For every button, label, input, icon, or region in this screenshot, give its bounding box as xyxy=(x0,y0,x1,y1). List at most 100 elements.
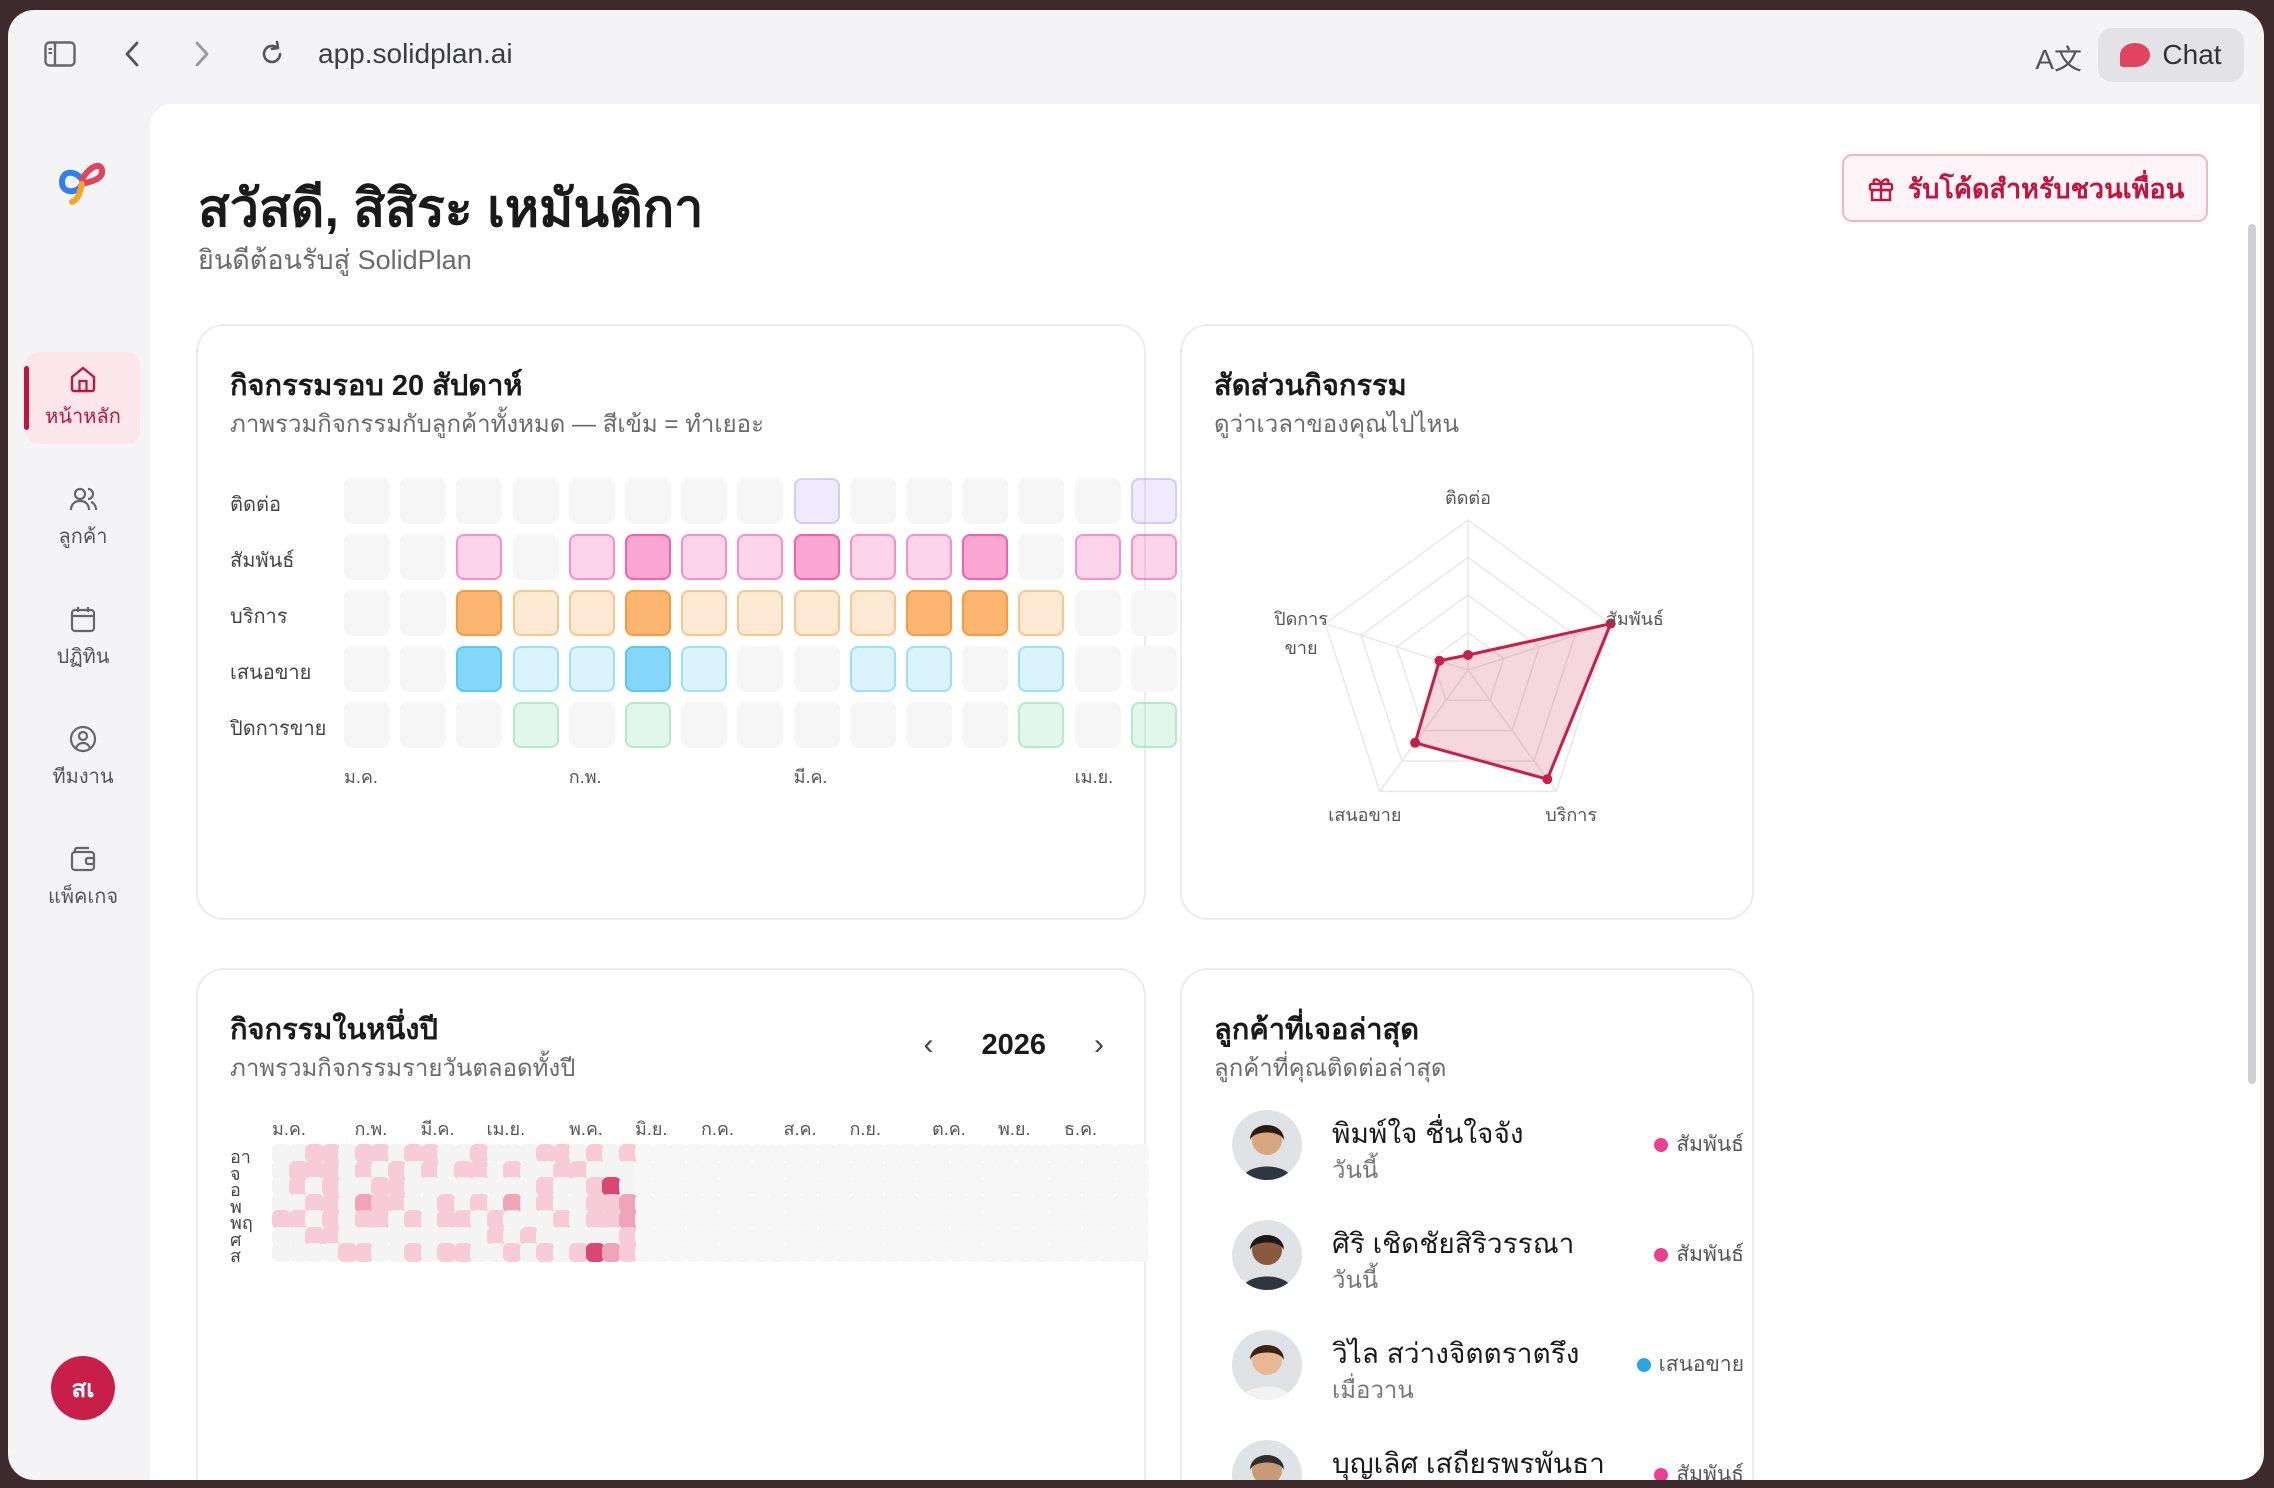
heatmap-cell[interactable] xyxy=(456,646,503,692)
year-heatmap-cell[interactable] xyxy=(800,1243,819,1262)
year-heatmap-cell[interactable] xyxy=(470,1160,489,1180)
year-heatmap-cell[interactable] xyxy=(965,1193,984,1213)
year-heatmap-cell[interactable] xyxy=(618,1160,638,1180)
year-heatmap-cell[interactable] xyxy=(453,1144,473,1163)
year-heatmap-cell[interactable] xyxy=(965,1160,984,1180)
year-heatmap-cell[interactable] xyxy=(486,1177,506,1196)
year-heatmap-cell[interactable] xyxy=(354,1226,374,1246)
heatmap-cell[interactable] xyxy=(793,702,840,748)
year-heatmap-cell[interactable] xyxy=(849,1177,869,1196)
year-heatmap-cell[interactable] xyxy=(321,1193,341,1213)
year-heatmap-cell[interactable] xyxy=(833,1210,852,1229)
heatmap-cell[interactable] xyxy=(849,478,896,524)
year-heatmap-cell[interactable] xyxy=(519,1160,539,1180)
year-heatmap-cell[interactable] xyxy=(1014,1144,1034,1163)
year-heatmap-cell[interactable] xyxy=(288,1193,308,1213)
year-heatmap-cell[interactable] xyxy=(321,1177,341,1196)
heatmap-cell[interactable] xyxy=(400,646,447,692)
year-heatmap-cell[interactable] xyxy=(651,1160,671,1180)
forward-icon[interactable] xyxy=(182,34,222,74)
year-heatmap-cell[interactable] xyxy=(569,1210,588,1229)
heatmap-cell[interactable] xyxy=(906,590,952,636)
year-heatmap-cell[interactable] xyxy=(536,1144,555,1163)
heatmap-cell[interactable] xyxy=(681,646,728,692)
year-heatmap-cell[interactable] xyxy=(585,1243,605,1262)
year-heatmap-cell[interactable] xyxy=(1130,1144,1149,1163)
year-heatmap-cell[interactable] xyxy=(767,1193,786,1213)
heatmap-cell[interactable] xyxy=(512,646,559,692)
year-heatmap-cell[interactable] xyxy=(1080,1243,1100,1262)
year-heatmap-cell[interactable] xyxy=(354,1177,374,1196)
year-heatmap-cell[interactable] xyxy=(1080,1210,1100,1229)
year-heatmap-cell[interactable] xyxy=(536,1177,555,1196)
year-heatmap-cell[interactable] xyxy=(1080,1144,1100,1163)
year-heatmap-cell[interactable] xyxy=(1031,1243,1050,1262)
heatmap-cell[interactable] xyxy=(344,590,390,636)
year-heatmap-cell[interactable] xyxy=(288,1144,308,1163)
year-heatmap-cell[interactable] xyxy=(866,1243,885,1262)
year-heatmap-cell[interactable] xyxy=(503,1210,522,1229)
year-heatmap-cell[interactable] xyxy=(371,1177,390,1196)
year-heatmap-cell[interactable] xyxy=(800,1193,819,1213)
year-heatmap-cell[interactable] xyxy=(717,1177,737,1196)
year-heatmap-cell[interactable] xyxy=(668,1144,687,1163)
year-heatmap-cell[interactable] xyxy=(453,1226,473,1246)
year-heatmap-cell[interactable] xyxy=(387,1160,407,1180)
year-heatmap-cell[interactable] xyxy=(1064,1193,1083,1213)
year-heatmap-cell[interactable] xyxy=(717,1243,737,1262)
year-heatmap-cell[interactable] xyxy=(899,1160,918,1180)
year-heatmap-cell[interactable] xyxy=(684,1193,704,1213)
heatmap-cell[interactable] xyxy=(456,590,503,636)
year-heatmap-cell[interactable] xyxy=(684,1210,704,1229)
year-heatmap-cell[interactable] xyxy=(899,1177,918,1196)
heatmap-cell[interactable] xyxy=(625,590,671,636)
year-heatmap-cell[interactable] xyxy=(1097,1177,1116,1196)
year-heatmap-cell[interactable] xyxy=(635,1226,654,1246)
year-heatmap-cell[interactable] xyxy=(305,1177,324,1196)
year-heatmap-cell[interactable] xyxy=(486,1210,506,1229)
year-heatmap-cell[interactable] xyxy=(338,1226,357,1246)
year-heatmap-cell[interactable] xyxy=(1014,1210,1034,1229)
year-heatmap-cell[interactable] xyxy=(404,1210,423,1229)
year-heatmap-cell[interactable] xyxy=(536,1243,555,1262)
year-heatmap-cell[interactable] xyxy=(420,1210,440,1229)
year-heatmap-cell[interactable] xyxy=(783,1226,803,1246)
year-heatmap-cell[interactable] xyxy=(717,1193,737,1213)
year-heatmap-cell[interactable] xyxy=(305,1243,324,1262)
heatmap-cell[interactable] xyxy=(1074,702,1121,748)
year-heatmap-cell[interactable] xyxy=(1031,1193,1050,1213)
year-heatmap-cell[interactable] xyxy=(866,1144,885,1163)
year-heatmap-cell[interactable] xyxy=(585,1193,605,1213)
year-heatmap-cell[interactable] xyxy=(701,1160,720,1180)
year-heatmap-cell[interactable] xyxy=(866,1177,885,1196)
user-avatar[interactable]: สเ xyxy=(51,1356,115,1420)
year-heatmap-cell[interactable] xyxy=(915,1160,935,1180)
heatmap-cell[interactable] xyxy=(344,702,390,748)
year-heatmap-cell[interactable] xyxy=(899,1193,918,1213)
year-heatmap-cell[interactable] xyxy=(866,1226,885,1246)
year-heatmap-cell[interactable] xyxy=(816,1193,836,1213)
year-heatmap-cell[interactable] xyxy=(453,1210,473,1229)
year-heatmap-cell[interactable] xyxy=(1064,1210,1083,1229)
heatmap-cell[interactable] xyxy=(1018,646,1065,692)
year-heatmap-cell[interactable] xyxy=(1064,1243,1083,1262)
year-heatmap-cell[interactable] xyxy=(734,1226,753,1246)
year-heatmap-cell[interactable] xyxy=(536,1193,555,1213)
year-heatmap-cell[interactable] xyxy=(932,1193,951,1213)
year-heatmap-cell[interactable] xyxy=(1080,1177,1100,1196)
year-heatmap-cell[interactable] xyxy=(981,1193,1001,1213)
year-heatmap-cell[interactable] xyxy=(783,1160,803,1180)
year-heatmap-cell[interactable] xyxy=(651,1144,671,1163)
year-heatmap-cell[interactable] xyxy=(536,1160,555,1180)
year-heatmap-cell[interactable] xyxy=(338,1210,357,1229)
heatmap-cell[interactable] xyxy=(793,590,840,636)
year-heatmap-cell[interactable] xyxy=(932,1210,951,1229)
year-heatmap-cell[interactable] xyxy=(882,1210,902,1229)
year-heatmap-cell[interactable] xyxy=(371,1210,390,1229)
year-heatmap-cell[interactable] xyxy=(1113,1210,1133,1229)
heatmap-cell[interactable] xyxy=(737,534,784,580)
heatmap-cell[interactable] xyxy=(737,478,784,524)
year-heatmap-cell[interactable] xyxy=(338,1160,357,1180)
heatmap-cell[interactable] xyxy=(849,646,896,692)
year-heatmap-cell[interactable] xyxy=(635,1144,654,1163)
